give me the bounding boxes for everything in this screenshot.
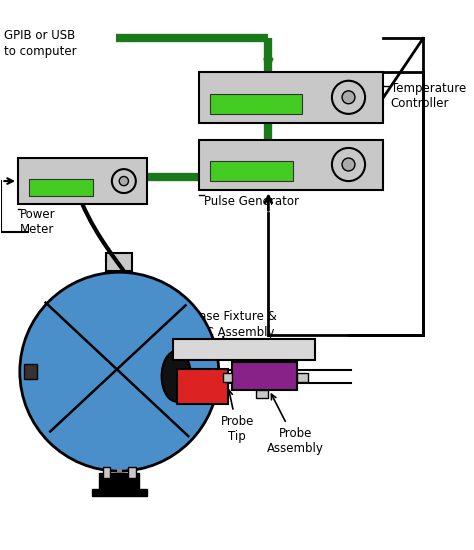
Bar [255, 390, 268, 398]
Bar [24, 364, 37, 379]
Bar [173, 339, 315, 360]
Circle shape [332, 148, 365, 181]
Text: Base Fixture &
TEC Assembly: Base Fixture & TEC Assembly [191, 310, 277, 339]
Bar [91, 488, 147, 496]
Circle shape [342, 158, 355, 171]
Text: GPIB or USB
to computer: GPIB or USB to computer [4, 29, 77, 58]
Bar [297, 372, 308, 382]
Circle shape [119, 177, 128, 186]
Text: Temperature
Controller: Temperature Controller [391, 81, 466, 109]
Bar [210, 94, 302, 114]
Bar [232, 362, 297, 390]
Text: Pulse Generator: Pulse Generator [204, 195, 299, 208]
Bar [128, 466, 136, 477]
Text: Power
Meter: Power Meter [20, 208, 55, 236]
Bar [223, 372, 232, 382]
Bar [210, 161, 293, 181]
Bar [29, 179, 93, 196]
Bar [106, 253, 132, 271]
Circle shape [20, 272, 219, 471]
Bar [103, 466, 110, 477]
Text: Laser
Diode: Laser Diode [146, 398, 185, 441]
Bar [200, 73, 383, 123]
Circle shape [332, 81, 365, 114]
Bar [99, 473, 139, 493]
Text: Probe
Assembly: Probe Assembly [267, 394, 324, 454]
Bar [200, 140, 383, 190]
Circle shape [112, 169, 136, 193]
Bar [177, 369, 228, 404]
Bar [18, 158, 147, 204]
Text: Probe
Tip: Probe Tip [220, 390, 254, 443]
Circle shape [342, 91, 355, 104]
Ellipse shape [162, 351, 191, 402]
